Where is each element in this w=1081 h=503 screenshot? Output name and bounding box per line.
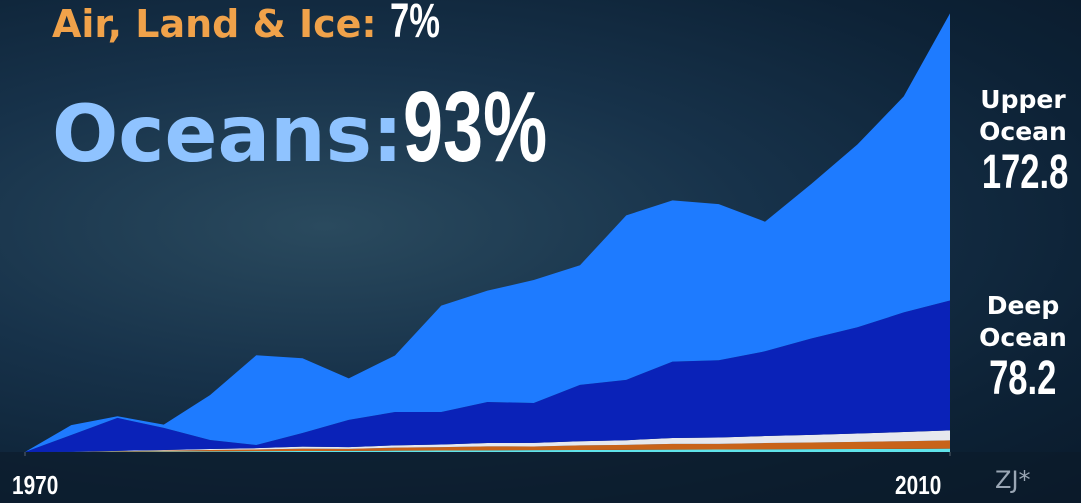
deep-ocean-label: Deep Ocean 78.2 [965,290,1081,404]
annotation-value: 93% [403,71,548,183]
x-tick-label: 2010 [895,470,942,500]
area [25,13,950,453]
annotation-text: Oceans: [52,90,404,180]
value-label: 78.2 [989,352,1057,405]
x-tick-label: 1970 [12,470,59,500]
credit: ZJ* [995,466,1031,494]
value-label: 172.8 [981,146,1069,199]
land-ice-annotation: Air, Land & Ice: 7% [52,0,459,49]
annotation-value: 7% [389,0,440,48]
ocean-annotation: Oceans:93% [52,70,603,185]
series-name: Upper Ocean [979,85,1067,146]
upper-ocean-label: Upper Ocean 172.8 [965,84,1081,198]
annotation-text: Air, Land & Ice: [52,2,377,46]
area [25,430,950,452]
area [25,300,950,452]
area [25,440,950,452]
baseline-strip [0,452,1081,503]
series-name: Deep Ocean [979,291,1067,352]
